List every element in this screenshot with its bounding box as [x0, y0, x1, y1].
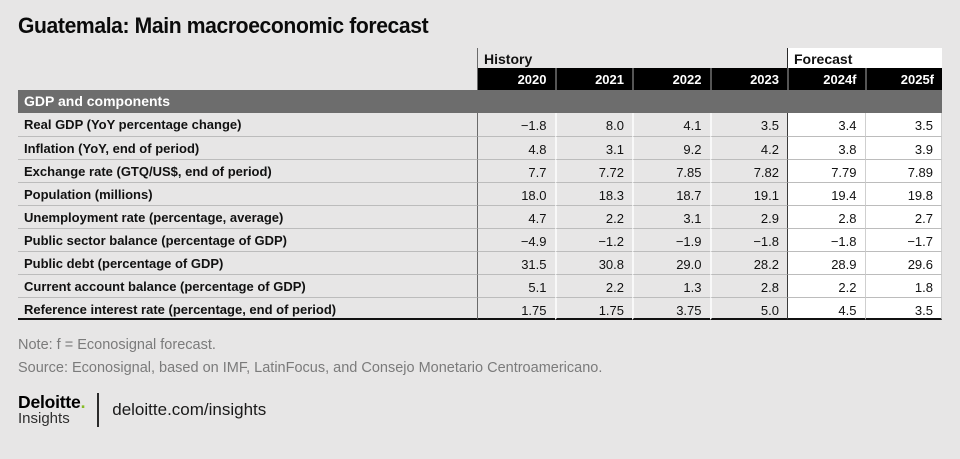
row-label: Public debt (percentage of GDP): [18, 251, 477, 274]
table-body: Real GDP (YoY percentage change) −1.8 8.0…: [18, 113, 942, 320]
deloitte-insights-logo: Deloitte. Insights: [18, 391, 86, 427]
table-row: Inflation (YoY, end of period) 4.8 3.1 9.2…: [18, 136, 942, 159]
value-cell: 3.5: [709, 113, 787, 136]
value-cell: 7.85: [632, 159, 710, 182]
value-cell: 30.8: [554, 251, 632, 274]
value-cell: 5.0: [709, 297, 787, 320]
year-header-2024f: 2024f: [787, 68, 865, 90]
value-cell: 5.1: [477, 274, 555, 297]
value-cell: 4.1: [632, 113, 710, 136]
year-header-2023: 2023: [709, 68, 787, 90]
value-cell: 31.5: [477, 251, 555, 274]
value-cell: 28.2: [709, 251, 787, 274]
value-cell: −1.8: [477, 113, 555, 136]
table-row: Population (millions) 18.0 18.3 18.7 19.1 19…: [18, 182, 942, 205]
deloitte-text: Deloitte: [18, 391, 81, 412]
value-cell: 4.8: [477, 136, 555, 159]
value-cell: 3.5: [864, 113, 942, 136]
year-header-2022: 2022: [632, 68, 710, 90]
value-cell: 2.2: [554, 205, 632, 228]
insights-text: Insights: [18, 409, 70, 427]
row-label: Reference interest rate (percentage, end…: [18, 297, 477, 320]
row-label: Unemployment rate (percentage, average): [18, 205, 477, 228]
deloitte-wordmark: Deloitte.: [18, 391, 86, 412]
table-row: Public debt (percentage of GDP) 31.5 30.8…: [18, 251, 942, 274]
table-row: Public sector balance (percentage of GDP…: [18, 228, 942, 251]
table-row: Exchange rate (GTQ/US$, end of period) 7…: [18, 159, 942, 182]
value-cell: 19.4: [787, 182, 865, 205]
value-cell: 7.79: [787, 159, 865, 182]
value-cell: 2.2: [554, 274, 632, 297]
value-cell: −1.7: [864, 228, 942, 251]
group-header-row: History Forecast: [18, 48, 942, 68]
value-cell: 3.1: [554, 136, 632, 159]
value-cell: 1.8: [864, 274, 942, 297]
table-row: Real GDP (YoY percentage change) −1.8 8.0…: [18, 113, 942, 136]
table-row: Current account balance (percentage of G…: [18, 274, 942, 297]
value-cell: −4.9: [477, 228, 555, 251]
value-cell: −1.8: [787, 228, 865, 251]
footer-divider: [97, 393, 100, 427]
figure-title: Guatemala: Main macroeconomic forecast: [18, 13, 429, 38]
header-spacer: [18, 48, 477, 68]
value-cell: 7.7: [477, 159, 555, 182]
value-cell: −1.8: [709, 228, 787, 251]
deloitte-green-dot: .: [80, 391, 86, 412]
value-cell: 9.2: [632, 136, 710, 159]
value-cell: 1.75: [477, 297, 555, 320]
value-cell: 2.8: [709, 274, 787, 297]
value-cell: 19.1: [709, 182, 787, 205]
year-header-2021: 2021: [554, 68, 632, 90]
value-cell: 8.0: [554, 113, 632, 136]
section-header: GDP and components: [18, 90, 942, 113]
value-cell: 3.4: [787, 113, 865, 136]
value-cell: 2.9: [709, 205, 787, 228]
header-spacer: [18, 68, 477, 90]
value-cell: 3.5: [864, 297, 942, 320]
value-cell: 3.1: [632, 205, 710, 228]
year-header-2025f: 2025f: [864, 68, 942, 90]
value-cell: 3.75: [632, 297, 710, 320]
value-cell: 28.9: [787, 251, 865, 274]
value-cell: 18.3: [554, 182, 632, 205]
source-text: Source: Econosignal, based on IMF, Latin…: [18, 360, 603, 376]
value-cell: 2.2: [787, 274, 865, 297]
value-cell: 7.72: [554, 159, 632, 182]
row-label: Exchange rate (GTQ/US$, end of period): [18, 159, 477, 182]
table-row: Reference interest rate (percentage, end…: [18, 297, 942, 320]
value-cell: 3.9: [864, 136, 942, 159]
row-label: Inflation (YoY, end of period): [18, 136, 477, 159]
value-cell: −1.9: [632, 228, 710, 251]
value-cell: 3.8: [787, 136, 865, 159]
forecast-group-header: Forecast: [787, 48, 942, 68]
note-text: Note: f = Econosignal forecast.: [18, 337, 216, 353]
value-cell: 7.89: [864, 159, 942, 182]
year-header-row: 2020 2021 2022 2023 2024f 2025f: [18, 68, 942, 90]
row-label: Public sector balance (percentage of GDP…: [18, 228, 477, 251]
value-cell: 7.82: [709, 159, 787, 182]
value-cell: 19.8: [864, 182, 942, 205]
table-row: Unemployment rate (percentage, average) …: [18, 205, 942, 228]
value-cell: 18.7: [632, 182, 710, 205]
row-label: Population (millions): [18, 182, 477, 205]
value-cell: 1.3: [632, 274, 710, 297]
value-cell: 29.6: [864, 251, 942, 274]
macro-forecast-table: History Forecast 2020 2021 2022 2023 202…: [18, 48, 942, 320]
value-cell: −1.2: [554, 228, 632, 251]
insights-url[interactable]: deloitte.com/insights: [112, 400, 267, 419]
value-cell: 2.7: [864, 205, 942, 228]
value-cell: 18.0: [477, 182, 555, 205]
year-header-2020: 2020: [477, 68, 555, 90]
row-label: Current account balance (percentage of G…: [18, 274, 477, 297]
value-cell: 4.7: [477, 205, 555, 228]
value-cell: 4.5: [787, 297, 865, 320]
value-cell: 1.75: [554, 297, 632, 320]
history-group-header: History: [477, 48, 787, 68]
value-cell: 2.8: [787, 205, 865, 228]
value-cell: 4.2: [709, 136, 787, 159]
value-cell: 29.0: [632, 251, 710, 274]
row-label: Real GDP (YoY percentage change): [24, 117, 242, 132]
footer: Deloitte. Insights deloitte.com/insights: [18, 393, 942, 427]
